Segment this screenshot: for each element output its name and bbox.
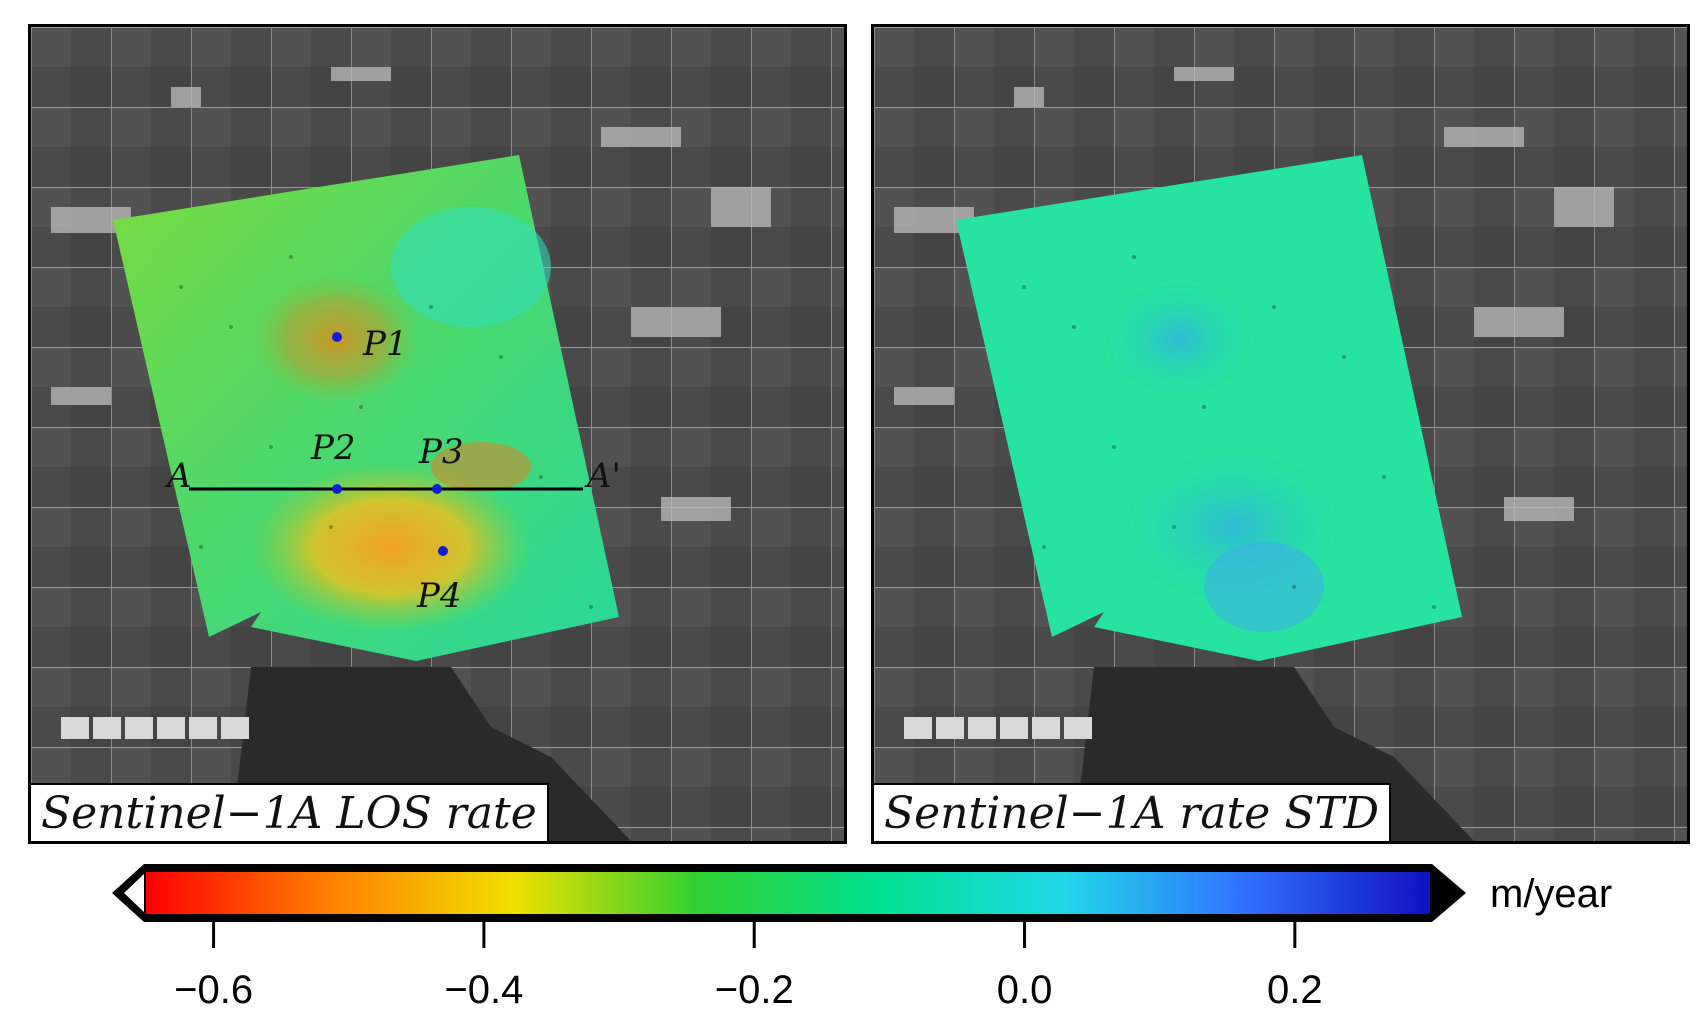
panel-title-rate-std: Sentinel−1A rate STD bbox=[874, 783, 1392, 841]
profile-start-label: A bbox=[164, 456, 192, 496]
point-p2-label: P2 bbox=[310, 428, 356, 468]
colorbar-fill bbox=[146, 872, 1430, 914]
colorbar-tick-label: 0.2 bbox=[1267, 968, 1323, 1012]
colorbar-low-triangle bbox=[124, 874, 144, 912]
point-p1-marker bbox=[332, 332, 342, 342]
colorbar-high-triangle bbox=[1432, 872, 1456, 914]
colorbar-tick-label: −0.2 bbox=[714, 968, 794, 1012]
rate-std-map bbox=[874, 27, 1687, 841]
colorbar-ticks bbox=[212, 922, 1297, 948]
point-p3-marker bbox=[432, 484, 442, 494]
colorbar-tick-label: 0.0 bbox=[996, 968, 1053, 1012]
profile-end-label: A' bbox=[584, 456, 621, 496]
point-p2-marker bbox=[332, 484, 342, 494]
colorbar-tick-label: −0.4 bbox=[444, 968, 524, 1012]
panel-title-los-rate: Sentinel−1A LOS rate bbox=[31, 783, 549, 841]
colorbar-unit-label: m/year bbox=[1490, 872, 1613, 916]
point-p1-label: P1 bbox=[362, 324, 408, 364]
rate-std-map-panel: Sentinel−1A rate STD bbox=[871, 24, 1690, 844]
colorbar bbox=[112, 864, 1466, 948]
point-p4-marker bbox=[438, 546, 448, 556]
los-rate-map-panel: A A' P1 P2 P3 P4 Sentinel−1A LOS rate bbox=[28, 24, 847, 844]
point-p3-label: P3 bbox=[418, 432, 464, 472]
los-rate-map: A A' P1 P2 P3 P4 bbox=[31, 27, 844, 841]
point-p4-label: P4 bbox=[416, 576, 462, 616]
colorbar-tick-label: −0.6 bbox=[174, 968, 254, 1012]
